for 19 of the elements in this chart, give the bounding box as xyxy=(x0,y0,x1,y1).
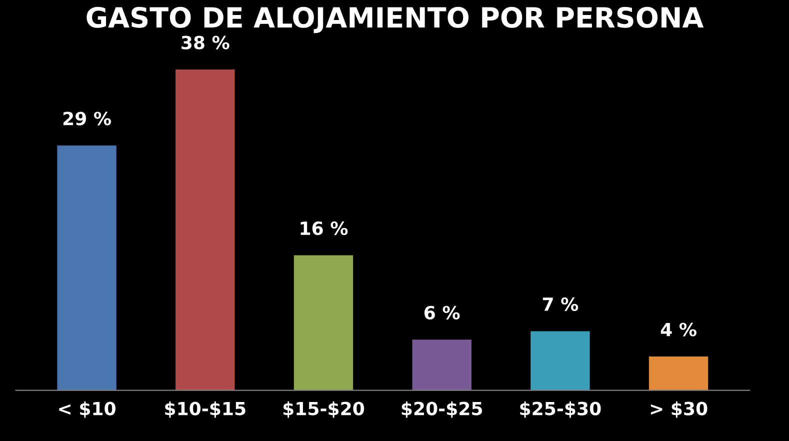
x-tick-label: < $10 xyxy=(59,401,116,418)
chart-title: GASTO DE ALOJAMIENTO POR PERSONA xyxy=(86,6,704,34)
data-label: 38 % xyxy=(182,36,230,50)
data-label: 7 % xyxy=(542,297,578,312)
bar xyxy=(57,146,116,390)
x-tick-label: > $30 xyxy=(650,401,708,418)
x-tick-label: $20-$25 xyxy=(402,401,482,418)
x-tick-label: $25-$30 xyxy=(520,401,601,418)
data-label: 4 % xyxy=(660,322,696,336)
x-tick-label: $10-$15 xyxy=(165,401,246,418)
bar xyxy=(648,356,708,390)
bar xyxy=(530,331,590,390)
data-label: 6 % xyxy=(424,306,460,320)
bar xyxy=(176,70,235,390)
bar xyxy=(412,340,472,390)
bar xyxy=(294,255,354,390)
data-label: 16 % xyxy=(300,221,348,236)
data-label: 29 % xyxy=(63,112,111,126)
x-tick-label: $15-$20 xyxy=(283,401,364,418)
